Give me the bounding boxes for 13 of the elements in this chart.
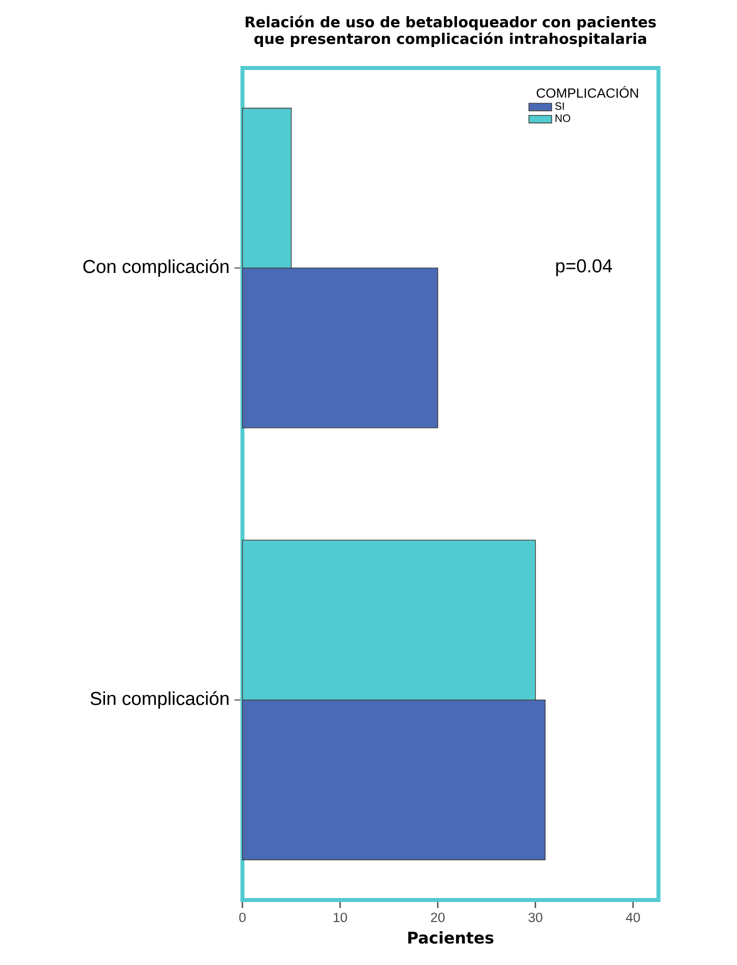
annotation: p=0.04 <box>556 259 612 276</box>
y-tick-label: Con complicación <box>83 259 228 277</box>
x-tick-label: 0 <box>239 912 246 922</box>
chart-title: Relación de uso de betabloqueador con pacientes que presentaron complicación intrahospitalaria <box>246 16 656 47</box>
y-tick-label: Sin complicación <box>90 691 228 709</box>
x-tick-label: 40 <box>626 912 640 922</box>
x-axis-title: Pacientes <box>408 931 494 944</box>
legend-title: COMPLICACIÓN <box>536 86 638 98</box>
legend-label: NO <box>556 114 570 122</box>
x-tick-label: 10 <box>334 912 347 922</box>
legend-label: SI <box>555 102 564 110</box>
x-tick-label: 20 <box>430 912 445 922</box>
x-tick-label: 30 <box>528 912 542 922</box>
